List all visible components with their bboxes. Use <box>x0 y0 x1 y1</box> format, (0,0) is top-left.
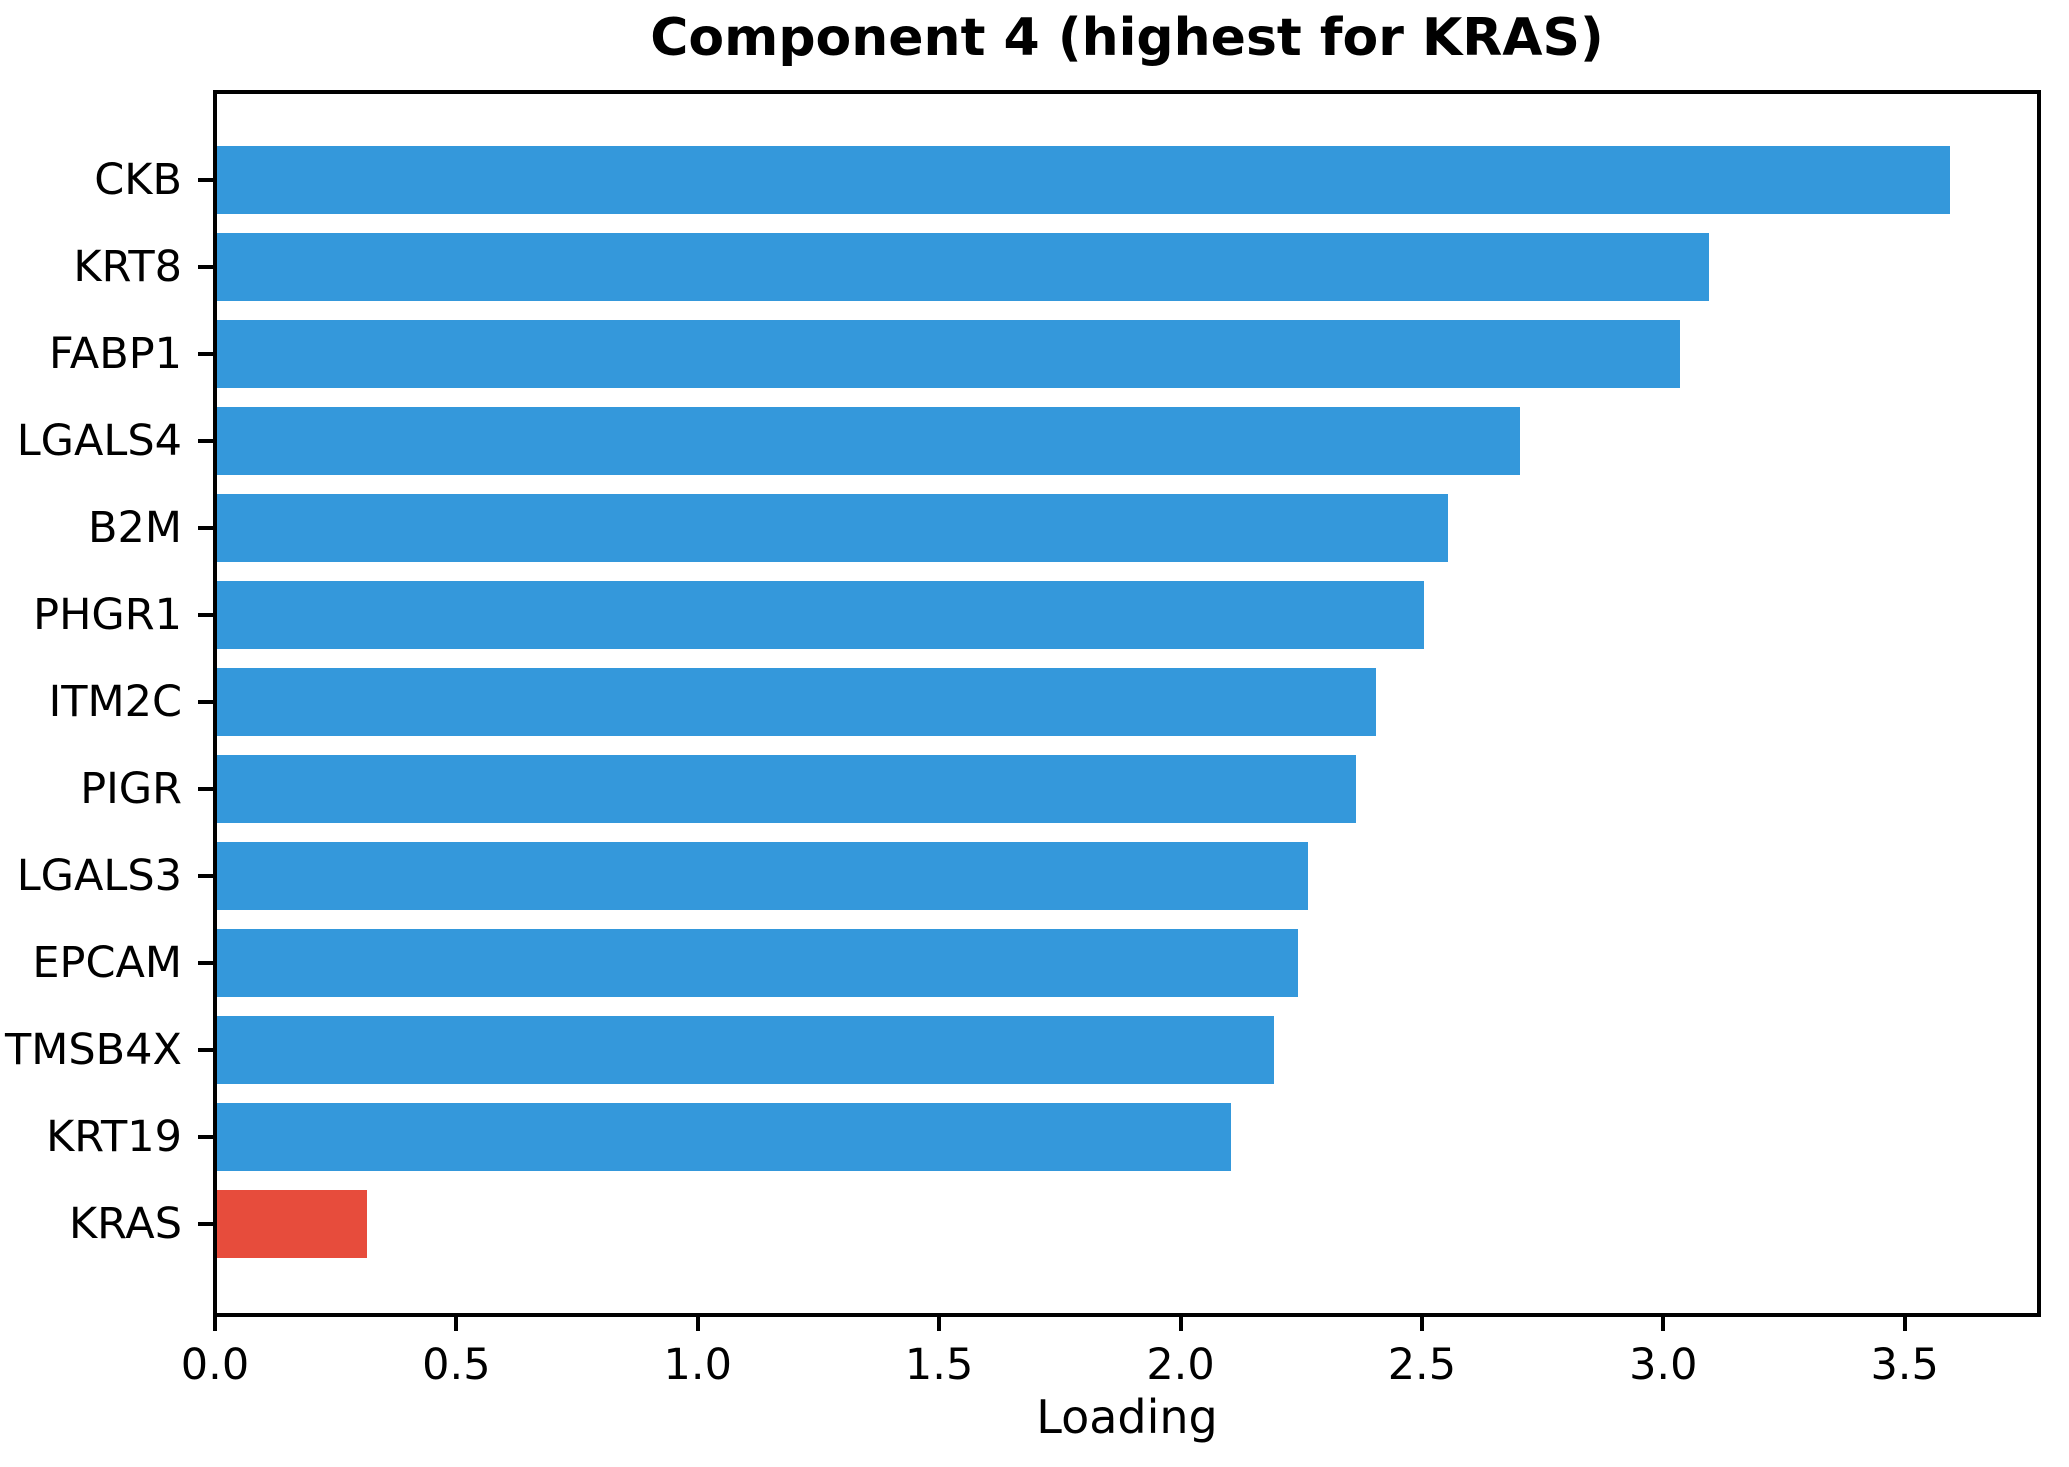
xtick-label-1.0: 1.0 <box>663 1340 732 1390</box>
ytick-mark <box>198 613 213 617</box>
ytick-mark <box>198 352 213 356</box>
xtick-mark <box>1902 1317 1907 1331</box>
xtick-mark <box>213 1317 217 1331</box>
ytick-label-krt19: KRT19 <box>46 1112 182 1162</box>
ytick-mark <box>198 961 213 965</box>
chart-title: Component 4 (highest for KRAS) <box>650 8 1604 68</box>
bar-pigr <box>217 755 1357 823</box>
ytick-mark <box>198 1048 213 1052</box>
ytick-label-b2m: B2M <box>88 503 182 553</box>
ytick-mark <box>198 1222 213 1226</box>
bar-krt8 <box>217 233 1709 301</box>
bar-epcam <box>217 929 1299 997</box>
bar-kras <box>217 1190 367 1258</box>
ytick-label-ckb: CKB <box>94 155 182 205</box>
ytick-label-epcam: EPCAM <box>32 938 182 988</box>
bar-lgals3 <box>217 842 1309 910</box>
bar-b2m <box>217 494 1449 562</box>
bar-tmsb4x <box>217 1016 1275 1084</box>
bar-ckb <box>217 146 1951 214</box>
ytick-mark <box>198 874 213 878</box>
xtick-label-2.5: 2.5 <box>1387 1340 1457 1390</box>
xtick-label-3.0: 3.0 <box>1629 1340 1698 1390</box>
bar-lgals4 <box>217 407 1521 475</box>
bar-itm2c <box>217 668 1376 736</box>
xtick-mark <box>454 1317 459 1331</box>
xtick-mark <box>937 1317 942 1331</box>
ytick-label-lgals3: LGALS3 <box>16 851 182 901</box>
xtick-mark <box>1419 1317 1424 1331</box>
ytick-mark <box>198 787 213 791</box>
bar-fabp1 <box>217 320 1680 388</box>
ytick-mark <box>198 1135 213 1139</box>
plot-content <box>217 94 2037 1313</box>
xtick-label-2.0: 2.0 <box>1146 1340 1215 1390</box>
ytick-label-itm2c: ITM2C <box>48 677 182 727</box>
xtick-mark <box>1178 1317 1183 1331</box>
ytick-mark <box>198 439 213 443</box>
x-axis-label: Loading <box>1036 1390 1218 1444</box>
xtick-label-3.5: 3.5 <box>1870 1340 1939 1390</box>
xtick-label-0.0: 0.0 <box>180 1340 250 1390</box>
ytick-label-phgr1: PHGR1 <box>33 590 182 640</box>
ytick-label-kras: KRAS <box>68 1199 182 1249</box>
xtick-mark <box>695 1317 700 1331</box>
xtick-mark <box>1661 1317 1666 1331</box>
bar-phgr1 <box>217 581 1424 649</box>
ytick-mark <box>198 526 213 530</box>
plot-area <box>213 90 2041 1317</box>
xtick-label-1.5: 1.5 <box>904 1340 974 1390</box>
ytick-label-pigr: PIGR <box>80 764 182 814</box>
ytick-label-krt8: KRT8 <box>73 242 182 292</box>
ytick-label-fabp1: FABP1 <box>49 329 182 379</box>
ytick-label-lgals4: LGALS4 <box>16 416 182 466</box>
ytick-mark <box>198 178 213 182</box>
ytick-mark <box>198 700 213 704</box>
ytick-mark <box>198 265 213 269</box>
ytick-label-tmsb4x: TMSB4X <box>5 1025 182 1075</box>
bar-krt19 <box>217 1103 1231 1171</box>
xtick-label-0.5: 0.5 <box>422 1340 491 1390</box>
